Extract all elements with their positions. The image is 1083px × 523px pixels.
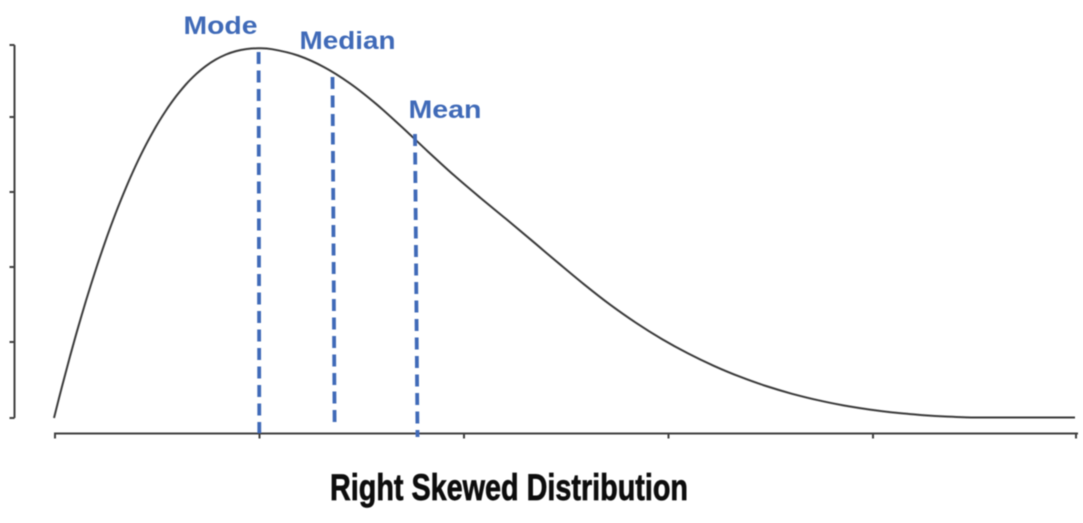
svg-text:Mean: Mean [409,96,482,124]
svg-text:Median: Median [300,27,396,55]
svg-text:Right Skewed Distribution: Right Skewed Distribution [330,467,688,508]
svg-text:Mode: Mode [184,12,258,40]
